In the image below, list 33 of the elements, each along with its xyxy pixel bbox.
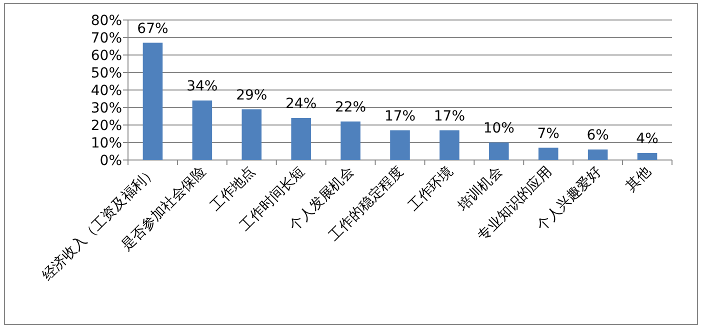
bar [538, 148, 558, 160]
bar [489, 142, 509, 160]
y-tick-label: 0% [100, 153, 122, 169]
data-label: 24% [286, 96, 317, 112]
y-tick-label: 40% [90, 83, 122, 99]
data-label: 4% [636, 131, 658, 147]
bar [192, 100, 212, 160]
data-label: 22% [334, 100, 366, 116]
x-tick-label: 其他 [622, 164, 654, 195]
data-label: 10% [483, 120, 514, 136]
data-label: 17% [384, 108, 416, 124]
data-label: 67% [137, 20, 168, 37]
bar [390, 130, 410, 160]
data-label: 34% [186, 78, 218, 94]
y-tick-label: 70% [90, 30, 122, 46]
bar [291, 118, 311, 160]
y-tick-label: 20% [90, 118, 122, 134]
data-label: 29% [236, 87, 268, 104]
bar [440, 130, 460, 160]
y-tick-label: 60% [90, 48, 122, 64]
y-tick-label: 80% [90, 13, 122, 29]
bar [242, 109, 262, 160]
data-label: 7% [537, 126, 560, 142]
bar [340, 122, 360, 160]
x-tick-label: 工作环境 [405, 164, 456, 214]
y-tick-label: 30% [90, 100, 122, 116]
data-label: 6% [586, 128, 609, 144]
bar [637, 153, 658, 160]
y-tick-label: 10% [90, 136, 122, 152]
data-label: 17% [434, 108, 466, 124]
bar [588, 150, 608, 160]
bar [142, 42, 163, 160]
y-tick-label: 50% [90, 66, 122, 82]
